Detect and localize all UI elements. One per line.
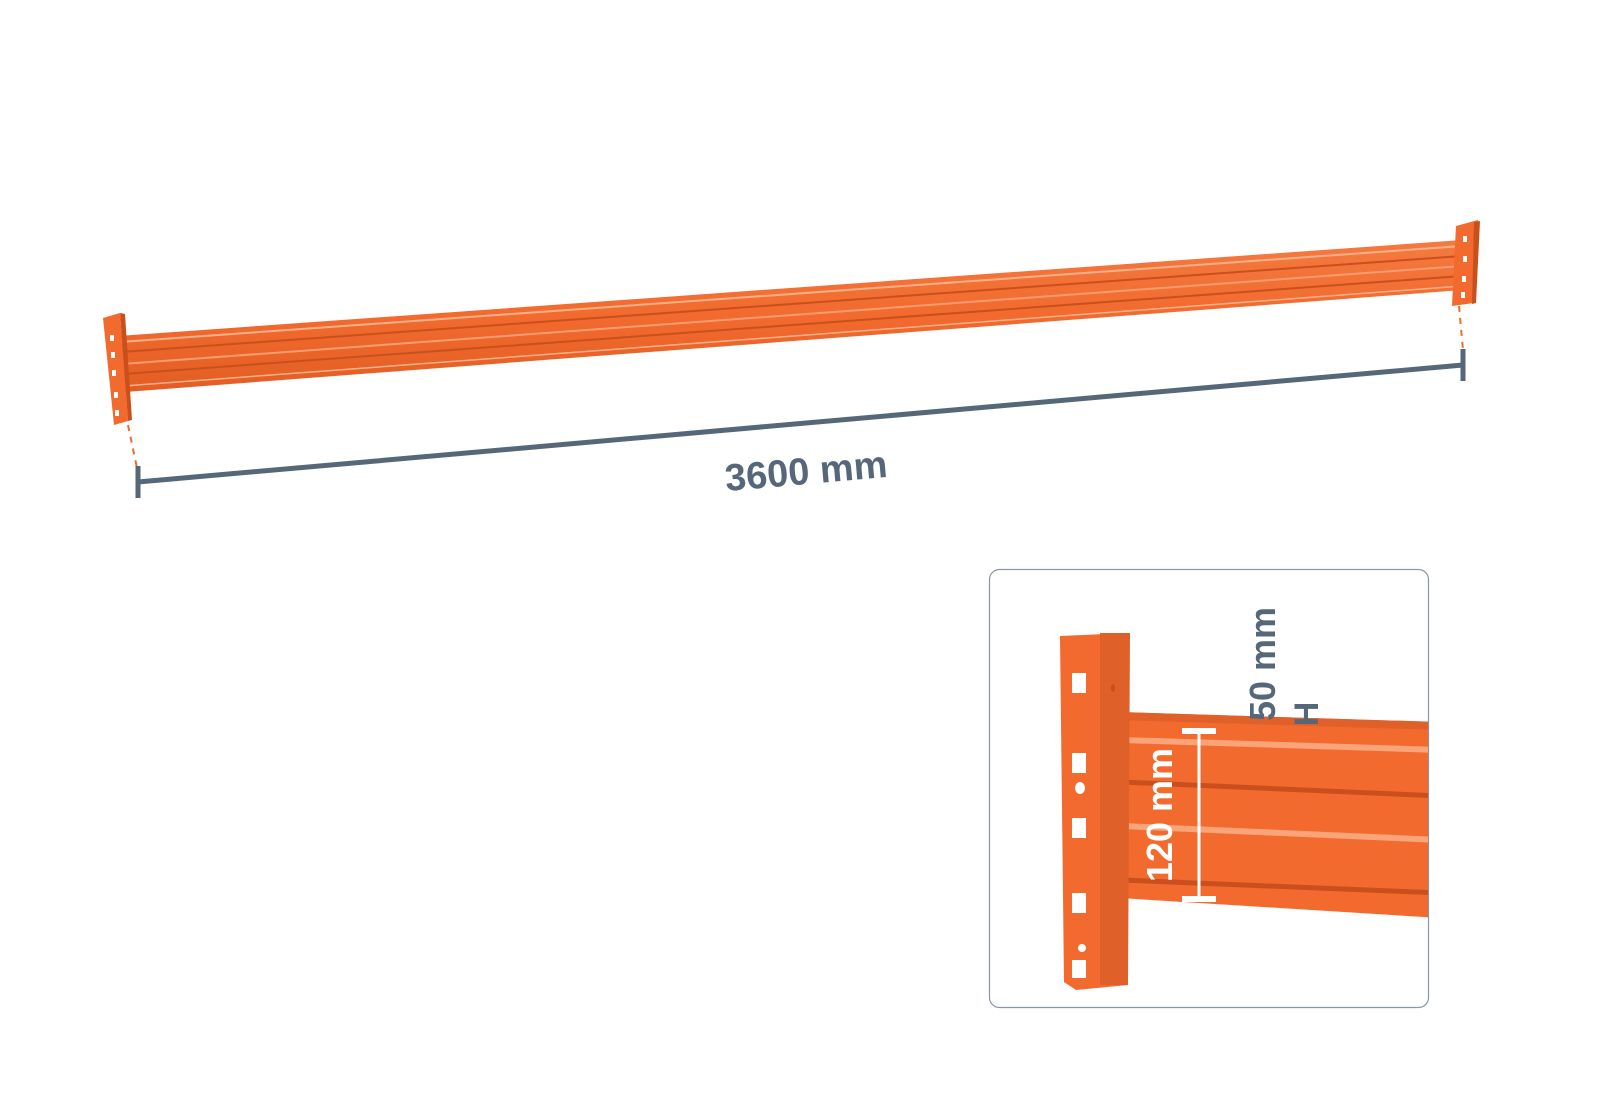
rack-beam	[118, 240, 1463, 392]
dimension-line	[137, 362, 1464, 485]
right-extension-line	[1458, 305, 1464, 351]
depth-axis-label: H	[1288, 702, 1326, 727]
height-label: 120 mm	[1139, 748, 1180, 882]
left-end-connector	[103, 313, 132, 425]
length-dimension: 3600 mm	[127, 305, 1466, 500]
depth-label: 50 mm	[1242, 607, 1283, 721]
length-label: 3600 mm	[723, 444, 889, 500]
detail-inset: 120 mm 50 mm H	[988, 568, 1430, 1009]
left-extension-line	[127, 424, 138, 469]
right-end-connector	[1452, 220, 1480, 306]
height-dimension: 120 mm	[1139, 728, 1216, 902]
